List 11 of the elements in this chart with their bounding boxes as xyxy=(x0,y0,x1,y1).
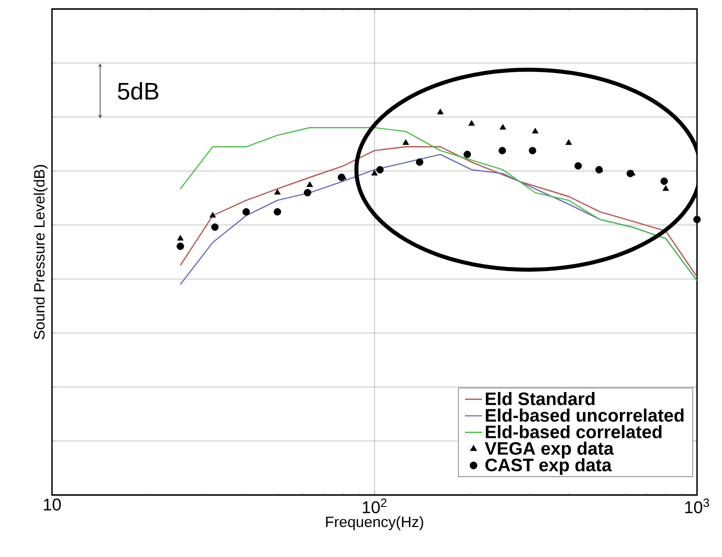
x-tick-label: 10$^{2}$ xyxy=(362,498,386,514)
legend-label: VEGA exp data xyxy=(484,442,614,458)
legend-label: CAST exp data xyxy=(485,458,612,475)
x-tick-label: 10$^{3}$ xyxy=(685,498,710,514)
legend-label: Eld-based uncorrelated xyxy=(486,408,684,422)
x-tick-label: 10 xyxy=(44,498,61,511)
text: 5dB xyxy=(118,82,158,100)
legend-label: Eld-based correlated xyxy=(486,425,662,438)
legend-label: Eld Standard xyxy=(486,392,594,406)
y-axis-title: Sound Pressure Level(dB) xyxy=(34,165,48,340)
x-axis-title: Frequency(Hz) xyxy=(326,516,424,530)
